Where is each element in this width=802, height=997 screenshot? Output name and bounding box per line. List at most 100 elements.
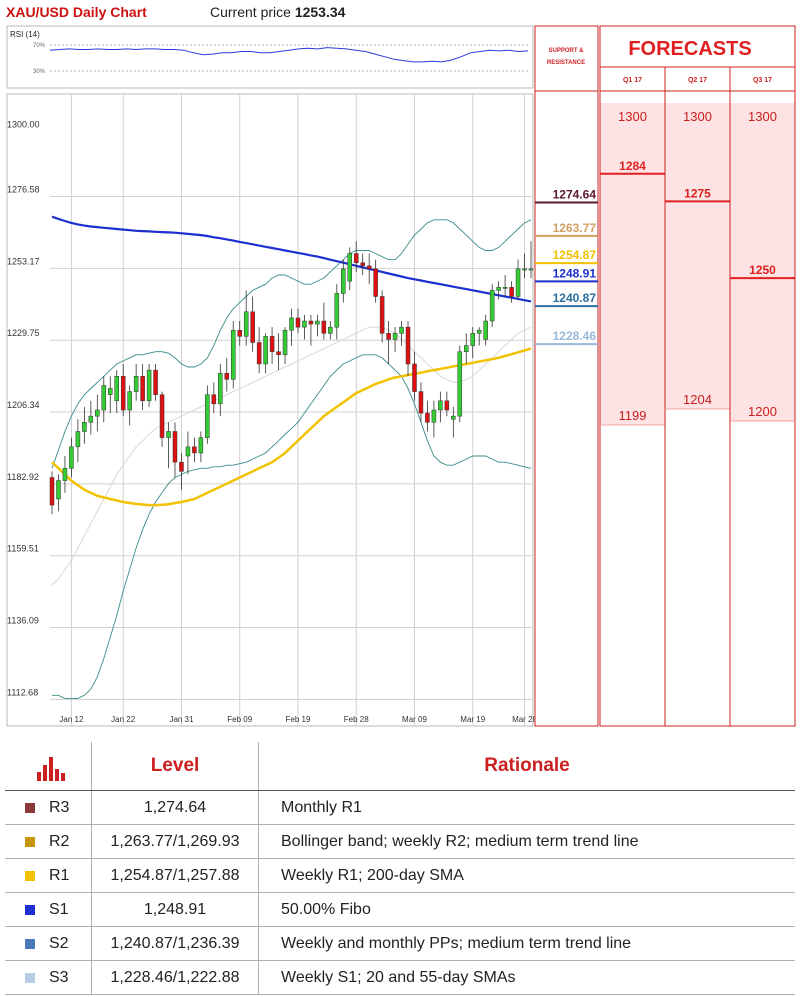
series-line <box>51 215 532 303</box>
candle-body <box>425 412 430 423</box>
candle-body <box>95 409 100 417</box>
candle-body <box>341 268 346 294</box>
candle-body <box>522 268 527 271</box>
x-tick-label: Jan 12 <box>59 715 84 724</box>
candle-body <box>321 320 327 334</box>
level-code-cell: S3 <box>5 960 92 995</box>
candle-body <box>75 431 81 448</box>
candle-body <box>334 293 340 328</box>
level-code: R2 <box>49 832 70 850</box>
candle-body <box>386 333 391 340</box>
level-value: 1,240.87/1,236.39 <box>91 926 259 961</box>
candle-body <box>153 369 158 395</box>
forecast-band <box>665 103 730 409</box>
candle-body <box>366 265 372 270</box>
level-rationale: Weekly S1; 20 and 55-day SMAs <box>258 960 795 995</box>
x-tick-label: Mar 19 <box>460 715 485 724</box>
level-value: 1,254.87/1,257.88 <box>91 858 259 893</box>
candle-body <box>127 391 132 411</box>
candle-body <box>108 388 113 395</box>
candle-body <box>243 311 249 337</box>
candle-body <box>192 446 197 454</box>
level-label: 1263.77 <box>553 221 597 235</box>
x-tick-label: Jan 31 <box>169 715 194 724</box>
candle-body <box>114 376 119 402</box>
y-tick-label: 1159.51 <box>7 544 39 554</box>
y-tick-label: 1253.17 <box>7 256 40 266</box>
level-code: S2 <box>49 934 69 952</box>
y-tick-label: 1206.34 <box>7 400 40 410</box>
forecast-high: 1300 <box>683 109 712 124</box>
rsi-label: RSI (14) <box>10 30 40 39</box>
candle-body <box>263 336 268 365</box>
y-tick-label: 1182.92 <box>7 472 39 482</box>
rsi-lower-label: 30% <box>33 69 46 75</box>
candle-body <box>166 431 171 438</box>
candle-body <box>289 317 294 331</box>
table-row: R1 1,254.87/1,257.88 Weekly R1; 200-day SM… <box>5 858 795 893</box>
candle-body <box>528 268 534 271</box>
table-row: S1 1,248.91 50.00% Fibo <box>5 892 795 927</box>
level-label: 1228.46 <box>553 329 597 343</box>
forecast-high: 1300 <box>618 109 647 124</box>
candle-body <box>405 326 411 365</box>
level-code: R1 <box>49 866 70 884</box>
candle-body <box>457 351 463 417</box>
candle-body <box>431 409 437 423</box>
candle-body <box>470 333 475 346</box>
current-price-label: Current price <box>210 4 291 20</box>
candle-body <box>205 394 210 438</box>
rsi-panel-frame <box>6 25 534 89</box>
candle-body <box>172 431 178 463</box>
level-code-cell: S1 <box>5 892 92 927</box>
candle-body <box>62 468 68 481</box>
level-color-swatch <box>25 972 35 983</box>
forecast-mid: 1250 <box>749 263 776 277</box>
level-value: 1,274.64 <box>91 790 259 825</box>
series-line <box>51 219 532 469</box>
level-code: S1 <box>49 900 69 918</box>
candle-body <box>256 342 262 365</box>
level-code-cell: S2 <box>5 926 92 961</box>
header-level: Level <box>91 742 259 791</box>
y-tick-label: 1136.09 <box>7 616 39 626</box>
candle-body <box>451 415 456 420</box>
sr-column <box>534 25 599 727</box>
bar-chart-icon <box>37 751 91 781</box>
candle-body <box>250 311 255 343</box>
forecast-band <box>730 103 795 421</box>
bar-chart-icon-cell <box>5 742 92 791</box>
level-color-swatch <box>25 904 35 915</box>
candle-body <box>483 320 488 340</box>
level-code-cell: R2 <box>5 824 92 859</box>
forecast-col-label: Q2 17 <box>688 77 707 84</box>
level-color-swatch <box>25 802 35 813</box>
x-tick-label: Feb 28 <box>344 715 369 724</box>
candle-body <box>49 477 55 506</box>
level-value: 1,263.77/1,269.93 <box>91 824 259 859</box>
level-code: R3 <box>49 798 70 816</box>
series-line <box>51 347 532 507</box>
table-row: R2 1,263.77/1,269.93 Bollinger band; weekl… <box>5 824 795 859</box>
chart-area: RSI (14) 70% 30% 1300.00 1276.58 1253.17 1229.… <box>6 25 796 727</box>
candle-body <box>515 268 521 297</box>
price-panel-frame <box>6 93 534 727</box>
candle-body <box>373 268 378 297</box>
rsi-line <box>49 47 529 63</box>
candle-body <box>392 333 398 340</box>
levels-table: Level Rationale R3 1,274.64 Monthly R1 R2 1,… <box>5 742 795 995</box>
candle-body <box>438 400 443 411</box>
candle-body <box>476 329 482 334</box>
level-code-cell: R1 <box>5 858 92 893</box>
candle-body <box>489 290 495 322</box>
x-tick-label: Feb 09 <box>227 715 252 724</box>
level-value: 1,228.46/1,222.88 <box>91 960 259 995</box>
candle-body <box>412 363 417 392</box>
level-rationale: 50.00% Fibo <box>258 892 795 927</box>
candle-body <box>224 372 230 380</box>
candle-body <box>379 296 385 334</box>
y-tick-label: 1229.75 <box>7 328 40 338</box>
candle-body <box>347 253 353 282</box>
candle-body <box>82 422 87 432</box>
candle-body <box>328 326 333 334</box>
